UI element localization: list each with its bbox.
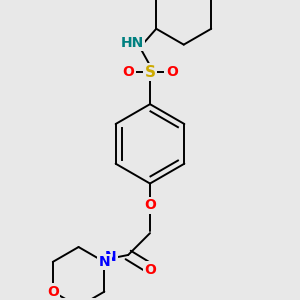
- Text: S: S: [145, 65, 155, 80]
- Text: O: O: [122, 65, 134, 80]
- Text: O: O: [144, 263, 156, 277]
- Text: HN: HN: [121, 36, 144, 50]
- Text: O: O: [144, 198, 156, 212]
- Text: N: N: [104, 250, 116, 264]
- Text: O: O: [47, 285, 59, 299]
- Text: O: O: [166, 65, 178, 80]
- Text: N: N: [98, 255, 110, 269]
